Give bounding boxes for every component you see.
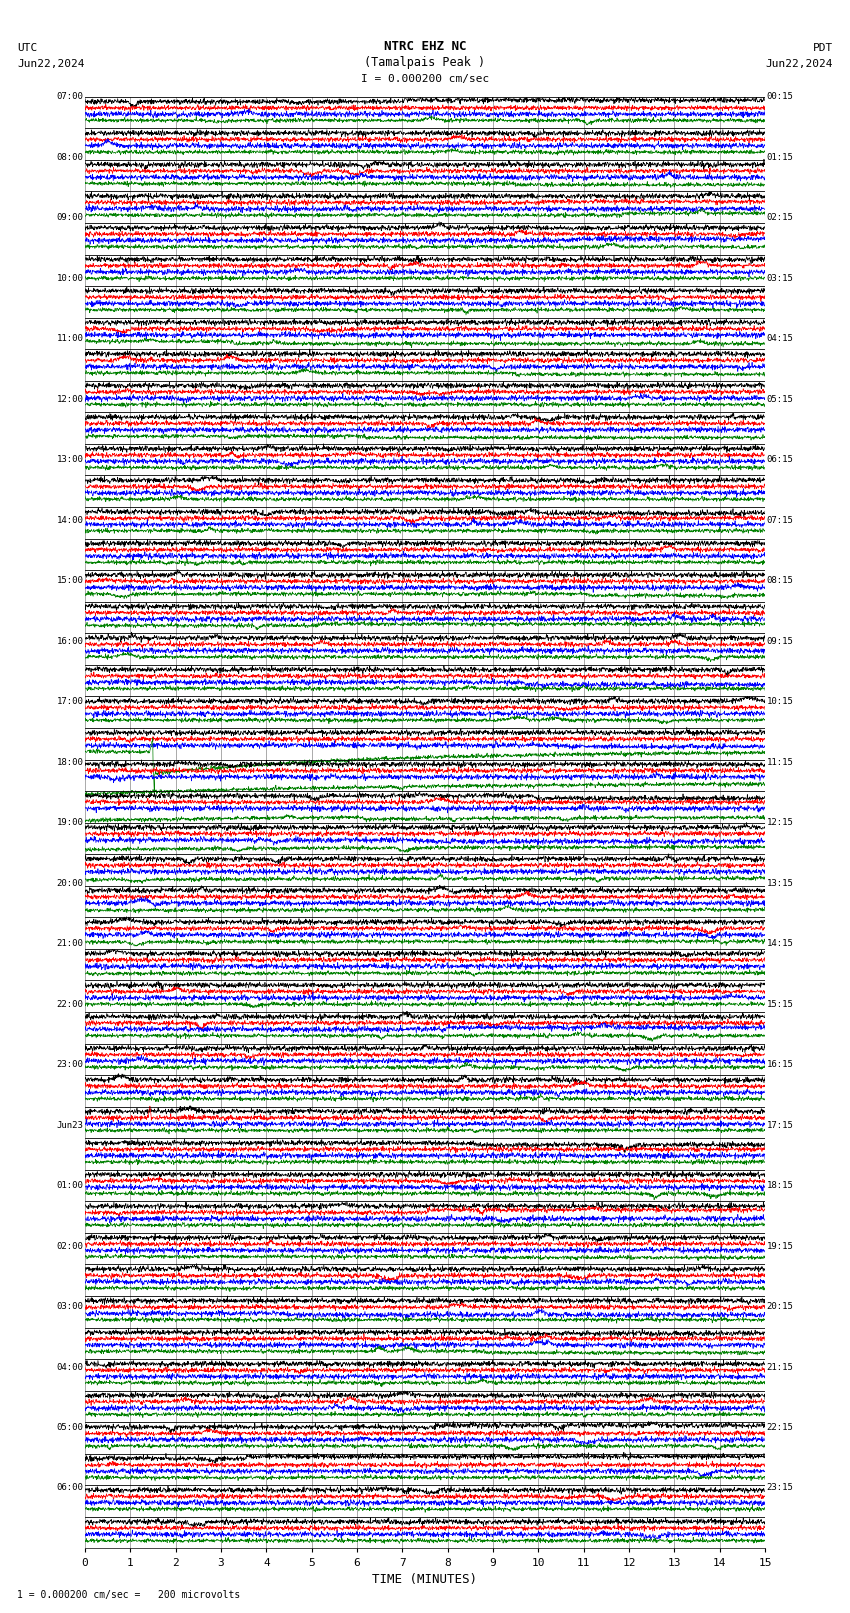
Text: 21:15: 21:15 <box>767 1363 793 1371</box>
Text: 04:15: 04:15 <box>767 334 793 344</box>
Text: 14:15: 14:15 <box>767 939 793 948</box>
Text: 02:15: 02:15 <box>767 213 793 223</box>
Text: 03:15: 03:15 <box>767 274 793 282</box>
Text: I = 0.000200 cm/sec: I = 0.000200 cm/sec <box>361 74 489 84</box>
Text: 19:00: 19:00 <box>57 818 83 827</box>
Text: 05:00: 05:00 <box>57 1423 83 1432</box>
Text: 10:15: 10:15 <box>767 697 793 706</box>
Text: 13:00: 13:00 <box>57 455 83 465</box>
Text: 01:00: 01:00 <box>57 1181 83 1190</box>
X-axis label: TIME (MINUTES): TIME (MINUTES) <box>372 1573 478 1586</box>
Text: 08:15: 08:15 <box>767 576 793 586</box>
Text: 00:15: 00:15 <box>767 92 793 102</box>
Text: 10:00: 10:00 <box>57 274 83 282</box>
Text: PDT: PDT <box>813 44 833 53</box>
Text: 03:00: 03:00 <box>57 1302 83 1311</box>
Text: 20:15: 20:15 <box>767 1302 793 1311</box>
Text: 06:00: 06:00 <box>57 1484 83 1492</box>
Text: 04:00: 04:00 <box>57 1363 83 1371</box>
Text: 1 = 0.000200 cm/sec =   200 microvolts: 1 = 0.000200 cm/sec = 200 microvolts <box>17 1590 241 1600</box>
Text: 15:15: 15:15 <box>767 1000 793 1008</box>
Text: 05:15: 05:15 <box>767 395 793 403</box>
Text: NTRC EHZ NC: NTRC EHZ NC <box>383 40 467 53</box>
Text: 17:15: 17:15 <box>767 1121 793 1129</box>
Text: 12:15: 12:15 <box>767 818 793 827</box>
Text: 11:00: 11:00 <box>57 334 83 344</box>
Text: 07:00: 07:00 <box>57 92 83 102</box>
Text: 11:15: 11:15 <box>767 758 793 766</box>
Text: 23:00: 23:00 <box>57 1060 83 1069</box>
Text: 19:15: 19:15 <box>767 1242 793 1250</box>
Text: 15:00: 15:00 <box>57 576 83 586</box>
Text: 18:15: 18:15 <box>767 1181 793 1190</box>
Text: (Tamalpais Peak ): (Tamalpais Peak ) <box>365 56 485 69</box>
Text: 09:00: 09:00 <box>57 213 83 223</box>
Text: 02:00: 02:00 <box>57 1242 83 1250</box>
Text: 06:15: 06:15 <box>767 455 793 465</box>
Text: 12:00: 12:00 <box>57 395 83 403</box>
Text: 16:15: 16:15 <box>767 1060 793 1069</box>
Text: 16:00: 16:00 <box>57 637 83 645</box>
Text: 23:15: 23:15 <box>767 1484 793 1492</box>
Text: Jun23: Jun23 <box>57 1121 83 1129</box>
Text: 13:15: 13:15 <box>767 879 793 887</box>
Text: 07:15: 07:15 <box>767 516 793 524</box>
Text: 20:00: 20:00 <box>57 879 83 887</box>
Text: 01:15: 01:15 <box>767 153 793 161</box>
Text: 22:00: 22:00 <box>57 1000 83 1008</box>
Text: Jun22,2024: Jun22,2024 <box>17 60 84 69</box>
Text: 21:00: 21:00 <box>57 939 83 948</box>
Text: 17:00: 17:00 <box>57 697 83 706</box>
Text: 14:00: 14:00 <box>57 516 83 524</box>
Text: Jun22,2024: Jun22,2024 <box>766 60 833 69</box>
Text: UTC: UTC <box>17 44 37 53</box>
Text: 22:15: 22:15 <box>767 1423 793 1432</box>
Text: 18:00: 18:00 <box>57 758 83 766</box>
Text: 09:15: 09:15 <box>767 637 793 645</box>
Text: 08:00: 08:00 <box>57 153 83 161</box>
